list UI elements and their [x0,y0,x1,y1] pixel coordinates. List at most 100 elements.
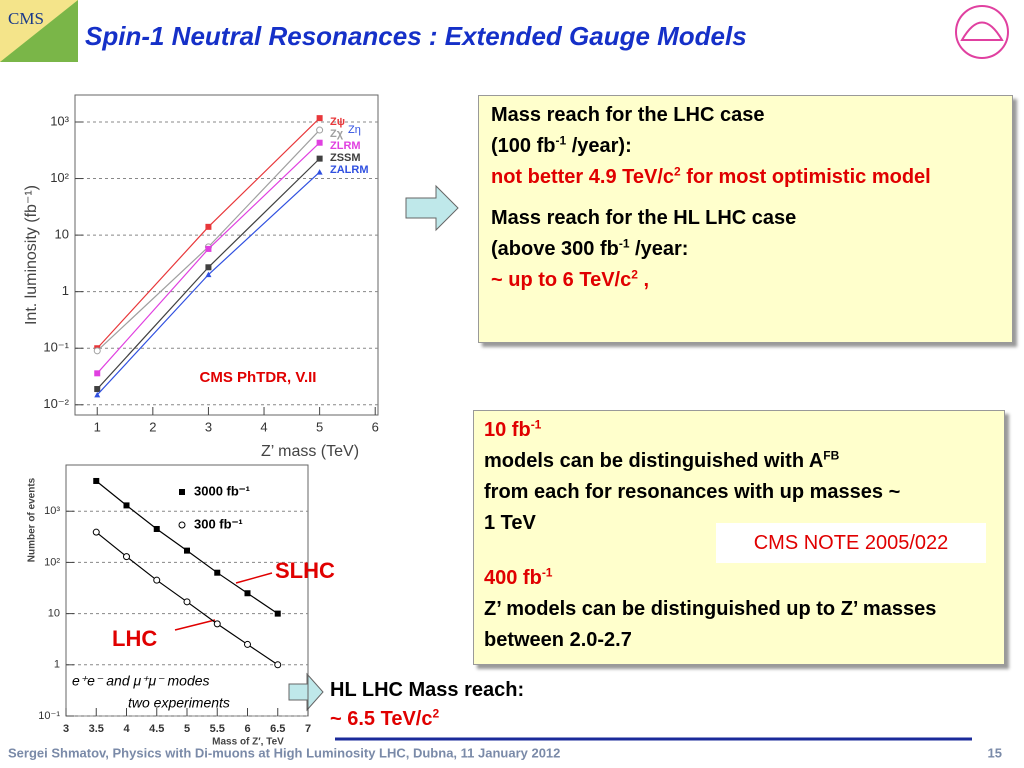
sup: -1 [530,417,542,432]
sup: 2 [674,164,681,179]
marker [184,547,190,554]
x-axis-label: Mass of Z′, TeV [212,737,284,748]
text-line: (above 300 fb-1 /year: [491,234,1000,265]
x-tick-label: 6 [372,419,379,434]
slide-title: Spin-1 Neutral Resonances : Extended Gau… [85,21,747,51]
sup: 2 [631,267,638,282]
note: CMS NOTE 2005/022 [753,532,949,554]
series-line [96,142,321,374]
plot-frame [74,94,379,416]
text-line: Mass reach for the LHC case [491,100,1000,131]
text-line: (100 fb-1 /year): [491,131,1000,162]
sup: 2 [432,706,440,721]
cms-logo-text: CMS [8,9,44,28]
text: ~ up to 6 TeV/c [491,269,632,291]
page-number: 15 [988,745,1002,760]
text: from each for resonances with up masses … [484,481,901,534]
marker [93,347,101,355]
note-box: CMS NOTE 2005/022 [716,523,986,563]
marker [94,386,101,393]
x-tick-label: 2 [149,419,156,434]
x-tick-label: 4 [123,723,130,735]
emblem [955,5,1009,59]
arrow [288,672,324,712]
x-tick-label: 5 [316,419,323,434]
text: models can be distinguished with A [484,450,824,472]
text: 10 fb [484,419,531,441]
text: /year: [629,238,689,260]
y-tick-label: 10 [55,227,69,242]
marker [316,155,323,162]
legend-label: 3000 fb⁻¹ [194,483,250,498]
text: /year): [566,135,632,157]
x-tick-label: 3.5 [89,723,104,735]
y-tick-label: 10² [44,556,60,568]
series-line [96,171,321,396]
legend-marker [179,489,185,495]
series-line [96,117,321,349]
text: not better 4.9 TeV/c [491,166,675,188]
x-tick-label: 4.5 [149,723,164,735]
marker [244,640,251,648]
text: Mass reach for the LHC case [491,104,765,126]
emblem-shape [960,21,1004,41]
marker [123,553,130,561]
sup: -1 [541,565,553,580]
sup: -1 [618,236,630,251]
text-line: Mass reach for the HL LHC case [491,203,1000,234]
marker [93,477,100,484]
text-box: Mass reach for the LHC case (100 fb-1 /y… [478,95,1013,343]
text: (above 300 fb [491,238,619,260]
marker [316,169,323,175]
marker [274,610,281,617]
marker [316,126,324,134]
y-tick-label: 10² [50,170,69,185]
pointer-arrow [174,619,216,631]
marker [94,391,101,398]
marker [94,370,101,377]
y-axis-label: Number of events [27,477,38,562]
sup: FB [823,448,840,463]
y-tick-label: 10⁻¹ [38,710,60,722]
text-line: models can be distinguished with AFB [484,446,994,477]
marker [214,569,221,576]
text: Mass reach for the HL LHC case [491,207,797,229]
y-tick-label: 10³ [50,113,69,128]
y-tick-label: 10 [48,608,60,620]
text: (100 fb [491,135,556,157]
marker [205,245,212,252]
text: , [637,269,650,291]
x-tick-label: 5 [184,723,190,735]
y-axis-label: Int. luminosity (fb⁻¹) [23,185,40,325]
hl-text: HL LHC Mass reach: ~ 6.5 TeV/c2 [330,676,524,734]
legend-label: 300 fb⁻¹ [194,516,243,531]
annotation: CMS PhTDR, V.II [200,369,317,386]
legend-label: Zψ [330,116,345,128]
marker [153,576,161,584]
annotation: two experiments [128,695,230,711]
arrow [405,184,459,232]
marker [316,139,323,146]
marker [183,598,191,606]
y-tick-label: 1 [54,659,60,671]
marker [274,661,282,669]
annotation: LHC [112,626,157,651]
y-tick-label: 10³ [44,505,60,517]
marker [153,525,160,532]
legend-marker [178,521,186,529]
text-line: 400 fb-1 [484,563,994,594]
text-line: ~ 6.5 TeV/c2 [330,705,524,734]
text-line: HL LHC Mass reach: [330,676,524,705]
marker [213,620,221,628]
annotation: e⁺e⁻ and μ⁺μ⁻ modes [72,673,210,689]
text: Z’ models can be distinguished up to Z’ … [484,598,937,651]
cms-logo-shape [0,0,78,62]
text-line: ~ up to 6 TeV/c2 , [491,265,1000,296]
x-tick-label: 7 [305,723,311,735]
text: for most optimistic model [680,166,931,188]
x-tick-label: 1 [94,419,101,434]
text-line: 10 fb-1 [484,415,994,446]
pointer-arrow [235,572,273,584]
